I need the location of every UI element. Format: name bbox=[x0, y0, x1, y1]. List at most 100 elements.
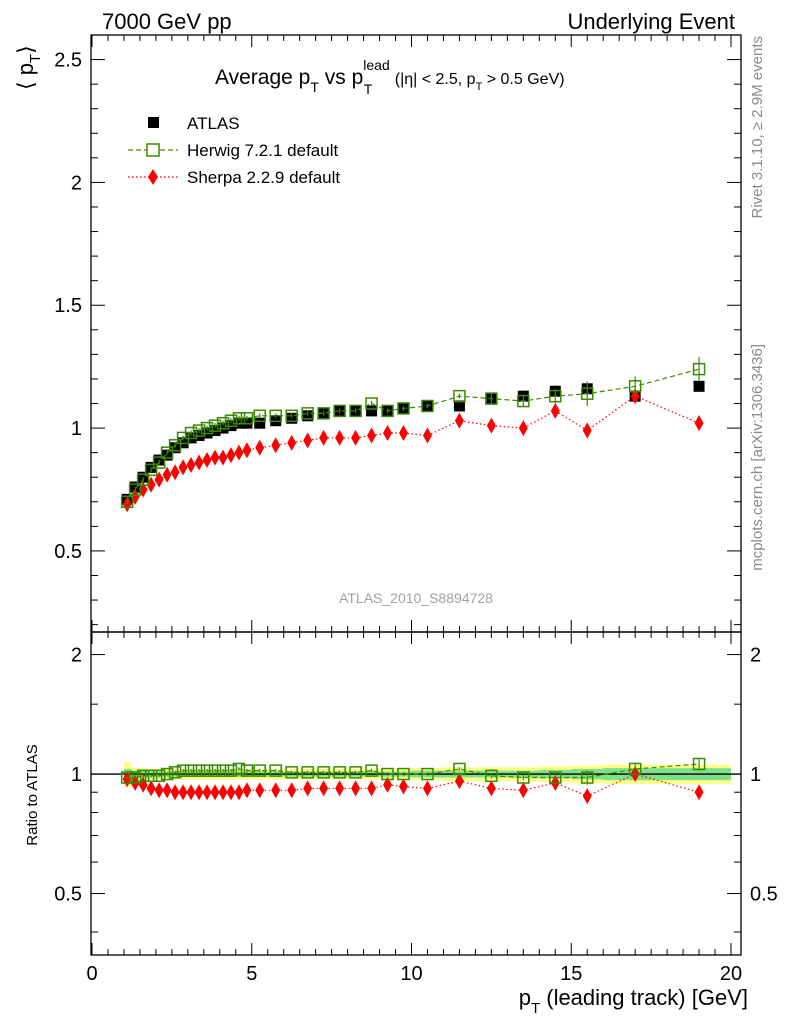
sherpa-point bbox=[287, 434, 297, 451]
ratio-herwig-point bbox=[549, 771, 562, 784]
herwig-point bbox=[517, 394, 530, 408]
sherpa-point bbox=[178, 459, 188, 476]
legend-herwig-label: Herwig 7.2.1 default bbox=[187, 141, 338, 160]
ratio-herwig-point bbox=[160, 767, 174, 781]
plot-title-vs: vs p bbox=[319, 66, 363, 89]
plot-title-cuts-sub: T bbox=[476, 81, 483, 93]
sherpa-point bbox=[454, 412, 464, 429]
ratio-sherpa-point bbox=[154, 782, 164, 799]
main-ylabel: ⟨ pT⟩ bbox=[13, 45, 44, 90]
herwig-point bbox=[628, 380, 642, 393]
ratio-herwig-point bbox=[269, 764, 282, 777]
sherpa-point bbox=[550, 402, 560, 419]
main-panel bbox=[120, 356, 706, 513]
plot-title: Average pT vs plead T (|η| < 2.5, pT > 0.… bbox=[215, 57, 565, 97]
ratio-y-tick-label-right: 2 bbox=[750, 645, 761, 667]
side-label-rivet: Rivet 3.1.10, ≥ 2.9M events bbox=[749, 36, 766, 219]
sherpa-point bbox=[383, 425, 393, 441]
ratio-herwig-point bbox=[120, 771, 134, 784]
ratio-herwig-point bbox=[692, 757, 706, 771]
ratio-sherpa-point bbox=[319, 780, 329, 797]
ratio-herwig-point bbox=[208, 764, 222, 777]
ratio-herwig-point bbox=[285, 766, 298, 779]
herwig-point bbox=[253, 409, 266, 423]
herwig-point bbox=[269, 409, 282, 423]
ratio-y-tick-label-right: 0.5 bbox=[750, 884, 778, 906]
ratio-herwig-point bbox=[253, 764, 266, 777]
herwig-point bbox=[285, 409, 298, 423]
ratio-panel bbox=[91, 757, 741, 805]
ratio-herwig-point bbox=[216, 764, 230, 777]
herwig-point bbox=[692, 362, 706, 376]
sherpa-point bbox=[234, 444, 244, 461]
ratio-herwig-point bbox=[184, 764, 198, 777]
ratio-sherpa-point bbox=[422, 780, 432, 797]
herwig-point bbox=[224, 414, 238, 427]
main-ylabel-open: ⟨ p bbox=[13, 63, 38, 90]
x-axis-label: pT (leading track) [GeV] bbox=[519, 985, 748, 1017]
herwig-point bbox=[453, 389, 466, 403]
ratio-ylabel: Ratio to ATLAS bbox=[24, 744, 41, 845]
herwig-point bbox=[580, 387, 594, 400]
x-tick-label: 10 bbox=[400, 963, 422, 985]
plot-title-cuts-close: > 0.5 GeV) bbox=[482, 71, 564, 88]
herwig-point bbox=[349, 404, 362, 418]
ratio-herwig-point bbox=[453, 762, 466, 776]
ratio-sherpa-point bbox=[383, 776, 393, 793]
header-left: 7000 GeV pp bbox=[102, 9, 232, 34]
sherpa-point bbox=[271, 437, 281, 454]
ratio-sherpa-point bbox=[518, 782, 528, 799]
axes: 0 5 10 15 20 0.5 1 1.5 2 2.5 0.5 0.5 1 1 2 2 bbox=[54, 34, 778, 985]
sherpa-point bbox=[186, 456, 196, 473]
ratio-y-tick-label-left: 0.5 bbox=[54, 884, 82, 906]
ratio-herwig-point bbox=[301, 766, 314, 779]
legend-atlas-label: ATLAS bbox=[187, 114, 240, 133]
ratio-sherpa-point bbox=[367, 780, 377, 797]
main-y-tick-label: 2 bbox=[71, 172, 82, 194]
sherpa-point bbox=[242, 442, 252, 459]
plot-title-vs-sup: lead bbox=[363, 57, 389, 73]
atlas-point bbox=[254, 417, 266, 429]
herwig-point bbox=[365, 397, 378, 410]
plot-title-vs-sub: T bbox=[364, 81, 373, 97]
sherpa-point bbox=[319, 429, 329, 446]
legend: ATLAS Herwig 7.2.1 default Sherpa 2.2.9 … bbox=[128, 114, 340, 187]
herwig-point bbox=[152, 456, 166, 469]
ratio-herwig-point bbox=[580, 771, 594, 784]
plot-title-cuts-open: (|η| < 2.5, p bbox=[390, 71, 475, 88]
ratio-sherpa-line bbox=[126, 773, 700, 797]
sherpa-line bbox=[126, 395, 700, 505]
sherpa-point bbox=[582, 422, 592, 439]
sherpa-point bbox=[210, 449, 220, 466]
ratio-herwig-point bbox=[628, 762, 642, 776]
ratio-sherpa-point bbox=[335, 780, 345, 797]
x-axis-label-close: (leading track) [GeV] bbox=[540, 985, 748, 1010]
herwig-line bbox=[126, 368, 700, 503]
herwig-point bbox=[144, 463, 158, 477]
sherpa-point bbox=[162, 466, 172, 483]
ratio-sherpa-point bbox=[218, 784, 228, 801]
sherpa-point bbox=[255, 439, 265, 456]
herwig-point bbox=[421, 399, 434, 413]
main-y-tick-label: 1 bbox=[71, 418, 82, 440]
ratio-herwig-point bbox=[349, 766, 362, 779]
herwig-point bbox=[216, 416, 230, 430]
ratio-herwig-point bbox=[421, 767, 434, 781]
herwig-point bbox=[240, 412, 254, 425]
sherpa-point bbox=[422, 427, 432, 444]
main-y-tick-label: 2.5 bbox=[54, 50, 82, 72]
x-tick-label: 0 bbox=[86, 963, 97, 985]
sherpa-point bbox=[194, 454, 204, 471]
legend-sherpa-label: Sherpa 2.2.9 default bbox=[187, 168, 340, 187]
ratio-sherpa-point bbox=[582, 788, 592, 805]
sherpa-point bbox=[367, 427, 377, 444]
ratio-herwig-point bbox=[333, 766, 346, 779]
ratio-y-tick-label-left: 2 bbox=[71, 645, 82, 667]
sherpa-point bbox=[226, 447, 236, 464]
herwig-point bbox=[120, 495, 134, 509]
sherpa-point bbox=[399, 425, 409, 441]
sherpa-point bbox=[694, 415, 704, 432]
herwig-point bbox=[333, 404, 346, 418]
main-y-tick-label: 0.5 bbox=[54, 541, 82, 563]
x-axis-label-sub: T bbox=[531, 1000, 540, 1017]
